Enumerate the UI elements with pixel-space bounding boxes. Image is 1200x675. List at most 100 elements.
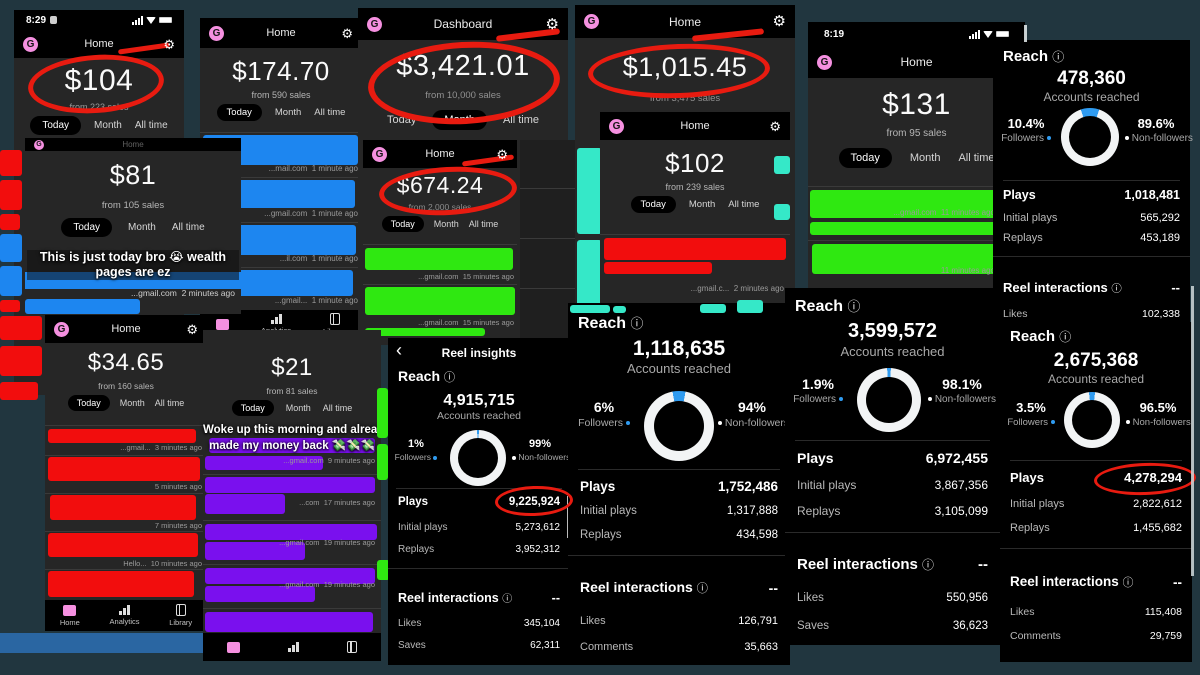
tab-today[interactable]: Today [231,400,274,416]
redaction-bar [0,346,42,376]
tab-alltime[interactable]: All time [468,219,499,229]
redaction-bar [577,148,602,234]
tab-alltime[interactable]: All time [502,114,539,126]
followers-dot [625,421,630,426]
tab-alltime[interactable]: All time [728,199,760,210]
earnings-amount: $131 [882,88,951,121]
tab-today[interactable]: Today [30,116,82,135]
comments-label: Comments [1010,630,1061,642]
redaction-bar [812,244,1020,274]
tab-month[interactable]: Month [274,107,302,118]
nav-library[interactable]: Library [169,604,192,627]
tab-month[interactable]: Month [285,403,311,413]
home-icon [63,604,77,616]
settings-gear-icon[interactable]: ⚙ [496,146,508,162]
tab-month[interactable]: Month [433,219,459,229]
back-chevron-icon[interactable]: ‹ [396,340,402,360]
settings-gear-icon[interactable]: ⚙ [186,321,198,337]
tab-today[interactable]: Today [387,114,417,126]
info-icon[interactable]: ⓘ [1111,284,1122,295]
redaction-bar [205,612,373,632]
screenshot-edge [1024,25,1027,42]
redaction-bar [48,429,196,443]
tab-alltime[interactable]: All time [134,120,168,131]
info-icon[interactable]: ⓘ [1052,50,1065,64]
wifi-icon [983,30,993,38]
info-icon[interactable]: ⓘ [922,558,935,572]
tab-month[interactable]: Month [432,110,487,130]
followers-pct: 6% [593,399,615,415]
tab-alltime[interactable]: All time [171,222,205,233]
replays-value: 434,598 [736,529,778,541]
interactions-dash: -- [768,579,778,596]
sale-row-meta: ...il.com 1 minute ago [279,254,358,263]
signal-icon [132,15,143,25]
tab-month[interactable]: Month [119,398,145,408]
tab-alltime[interactable]: All time [958,152,995,164]
nav-analytics[interactable] [288,642,299,652]
comments-label: Comments [580,641,634,653]
analytics-icon [119,605,131,615]
nav-analytics[interactable]: Analytics [110,605,140,626]
likes-label: Likes [398,618,422,629]
tab-month[interactable]: Month [688,199,716,210]
redaction-bar [365,248,513,270]
gumroad-logo-icon: G [372,146,387,162]
nav-home[interactable]: Home [60,604,80,627]
non-followers-pct: 94% [737,399,767,415]
followers-dot [433,455,438,460]
info-icon[interactable]: ⓘ [847,299,861,314]
tab-today[interactable]: Today [216,104,262,121]
info-icon[interactable]: ⓘ [443,372,456,384]
info-icon[interactable]: ⓘ [1059,330,1072,344]
tab-month[interactable]: Month [909,152,941,164]
initial-plays-label: Initial plays [398,522,448,533]
settings-gear-icon[interactable]: ⚙ [163,36,175,52]
settings-gear-icon[interactable]: ⚙ [772,13,786,30]
tab-today[interactable]: Today [67,395,110,411]
plays-value: 4,278,294 [1124,470,1182,485]
status-time: 8:29 [26,14,47,26]
redaction-bar [48,571,194,597]
accounts-reached-value: 2,675,368 [1053,350,1139,371]
accounts-reached-value: 3,599,572 [848,320,937,342]
followers-dot [1050,420,1055,425]
interactions-dash: -- [1173,574,1182,590]
settings-gear-icon[interactable]: ⚙ [341,25,353,41]
interactions-dash: -- [1171,280,1180,295]
tab-alltime[interactable]: All time [154,398,185,408]
nav-library[interactable] [347,641,357,653]
redaction-bar [774,204,790,220]
info-icon[interactable]: ⓘ [1122,577,1134,589]
info-icon[interactable]: ⓘ [696,583,708,595]
info-icon[interactable]: ⓘ [502,594,513,605]
overlay-caption: This is just today bro 😭 wealth pages ar… [27,250,239,280]
app-header: G Home ⚙ [363,140,517,168]
nav-home[interactable] [227,641,240,653]
tab-today[interactable]: Today [630,196,676,213]
settings-gear-icon[interactable]: ⚙ [545,15,559,33]
tab-month[interactable]: Month [94,120,122,131]
tab-today[interactable]: Today [838,148,892,168]
tab-today[interactable]: Today [381,216,424,232]
gumroad-logo-icon: G [34,139,44,150]
tab-month[interactable]: Month [128,222,156,233]
gumroad-logo-icon: G [609,118,624,134]
non-followers-dot [512,455,516,460]
replays-label: Replays [398,544,435,555]
nav-home[interactable] [216,318,229,330]
redaction-bar [205,524,377,540]
header-title: Home [680,120,710,132]
sale-row-meta: ...mail.com 1 minute ago [268,164,358,173]
settings-gear-icon[interactable]: ⚙ [769,118,781,134]
header-title: Home [122,140,144,149]
likes-value: 550,956 [946,592,988,604]
tab-today[interactable]: Today [61,218,113,237]
tab-alltime[interactable]: All time [314,107,346,118]
info-icon[interactable]: ⓘ [630,316,644,331]
gumroad-logo-icon: G [367,16,382,32]
library-icon [175,604,186,616]
tab-alltime[interactable]: All time [322,403,353,413]
initial-plays-value: 3,867,356 [934,478,988,492]
